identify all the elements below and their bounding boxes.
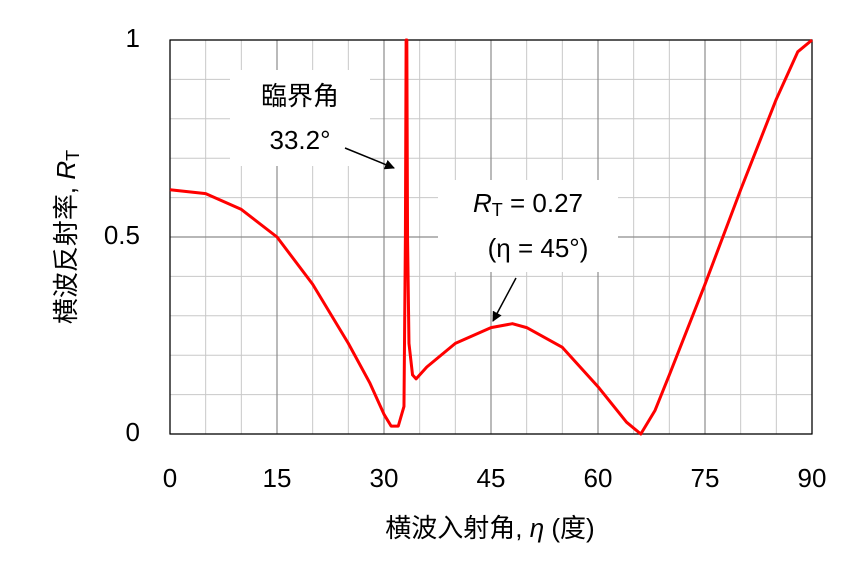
arrow: [492, 277, 517, 322]
annotation: RT = 0.27: [473, 188, 583, 220]
annotation-symbol: R: [473, 188, 492, 218]
y-axis-label: 横波反射率, RT: [51, 150, 83, 324]
y-label-text: 横波反射率,: [51, 180, 81, 324]
y-tick-label: 1: [126, 23, 140, 53]
x-tick-label: 15: [263, 463, 292, 493]
annotation: 33.2°: [269, 125, 330, 155]
plot: [169, 38, 813, 436]
annotation: (η = 45°): [488, 233, 589, 263]
x-tick-label: 90: [798, 463, 827, 493]
annotation-subscript: T: [492, 200, 503, 220]
x-tick-label: 0: [163, 463, 177, 493]
annotation-bg: [230, 70, 370, 166]
annotation: 臨界角: [261, 81, 339, 111]
annotation-bg: [438, 180, 618, 272]
x-tick-label: 45: [477, 463, 506, 493]
x-tick-label: 30: [370, 463, 399, 493]
annotation-text: = 0.27: [503, 188, 583, 218]
x-label-symbol: η: [530, 513, 544, 543]
y-tick-label: 0: [126, 417, 140, 447]
y-tick-label: 0.5: [104, 220, 140, 250]
plot-frame: [169, 39, 813, 435]
x-tick-label: 60: [584, 463, 613, 493]
x-label-unit: (度): [544, 513, 595, 543]
x-axis-label: 横波入射角, η (度): [385, 513, 594, 543]
arrow: [344, 147, 395, 170]
data-line: [169, 38, 813, 436]
x-tick-label: 75: [691, 463, 720, 493]
x-label-text: 横波入射角,: [385, 513, 529, 543]
y-label-subscript: T: [63, 150, 83, 161]
y-label-symbol: R: [51, 161, 81, 180]
